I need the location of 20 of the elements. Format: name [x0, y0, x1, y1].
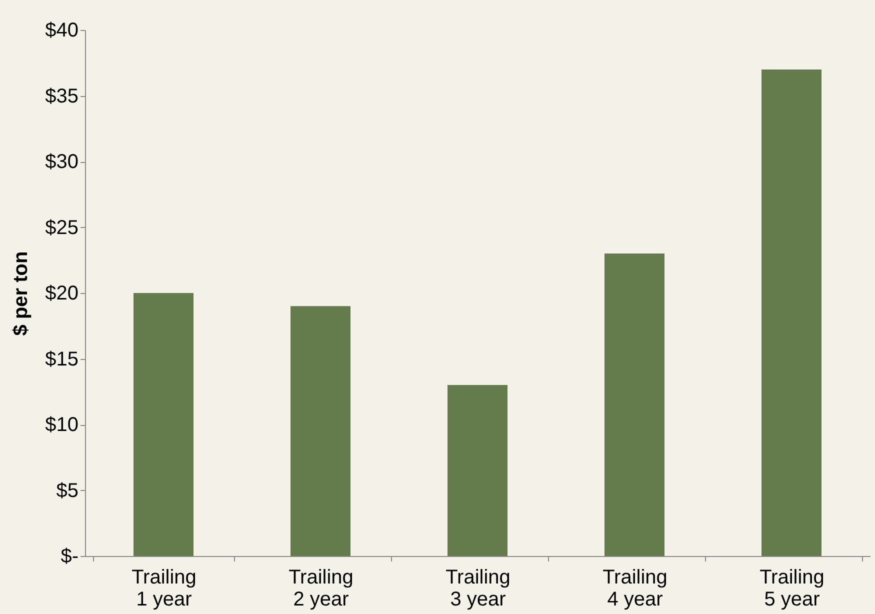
- y-tick-label: $25: [45, 216, 78, 239]
- x-tick-label: Trailing 5 year: [760, 566, 824, 610]
- y-tick-label: $40: [45, 20, 78, 42]
- bar: [762, 69, 822, 556]
- x-tick-label: Trailing 1 year: [132, 566, 196, 610]
- bar: [448, 385, 508, 556]
- y-tick-label: $30: [45, 151, 78, 173]
- y-tick-label: $35: [45, 85, 78, 108]
- y-tick-label: $15: [45, 348, 78, 370]
- y-tick-label: $5: [56, 480, 78, 502]
- y-axis-title: $ per ton: [10, 251, 32, 336]
- y-tick-label: $20: [45, 282, 78, 304]
- bar: [290, 306, 350, 556]
- y-tick-label: $-: [60, 546, 78, 568]
- bar: [134, 293, 194, 556]
- y-tick-label: $10: [45, 414, 78, 436]
- x-tick-label: Trailing 4 year: [602, 566, 668, 610]
- bar: [604, 254, 664, 556]
- x-tick-label: Trailing 3 year: [446, 566, 510, 610]
- x-tick-label: Trailing 2 year: [288, 566, 354, 610]
